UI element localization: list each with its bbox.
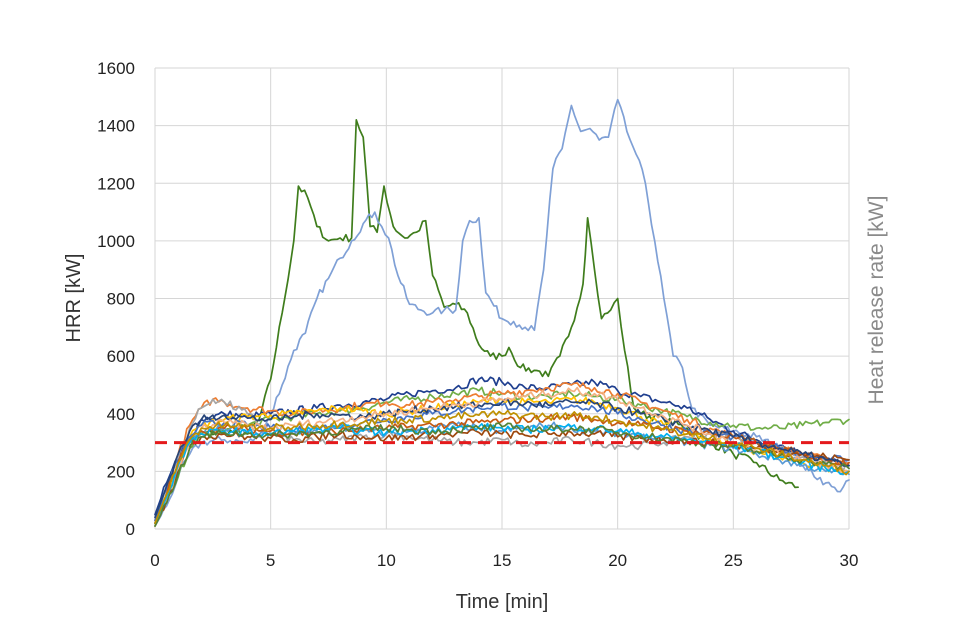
x-tick-label: 25: [724, 551, 743, 570]
y-tick-label: 1000: [97, 232, 135, 251]
y-tick-label: 200: [107, 462, 135, 481]
y-tick-label: 800: [107, 290, 135, 309]
y-tick-label: 1600: [97, 59, 135, 78]
y-tick-label: 1400: [97, 117, 135, 136]
series-line-1: [154, 119, 799, 527]
right-axis-title: Heat release rate [kW]: [865, 196, 888, 405]
series-line-12: [154, 398, 850, 519]
x-tick-labels: 0 5 10 15 20 25 30: [150, 551, 858, 570]
x-tick-label: 15: [493, 551, 512, 570]
x-tick-label: 30: [840, 551, 859, 570]
y-tick-label: 0: [126, 520, 135, 539]
series-line-3: [154, 376, 850, 516]
x-tick-label: 10: [377, 551, 396, 570]
y-tick-labels: 0 200 400 600 800 1000 1200 1400 1600: [97, 59, 135, 539]
x-axis-title: Time [min]: [456, 591, 549, 613]
y-tick-label: 400: [107, 405, 135, 424]
series-line-14: [154, 422, 850, 525]
y-tick-label: 1200: [97, 174, 135, 193]
chart-grid: [154, 67, 850, 530]
series-line-15: [154, 422, 850, 527]
x-tick-label: 0: [150, 551, 159, 570]
y-tick-label: 600: [107, 347, 135, 366]
x-tick-label: 20: [608, 551, 627, 570]
y-axis-title: HRR [kW]: [63, 254, 85, 343]
x-tick-label: 5: [266, 551, 275, 570]
